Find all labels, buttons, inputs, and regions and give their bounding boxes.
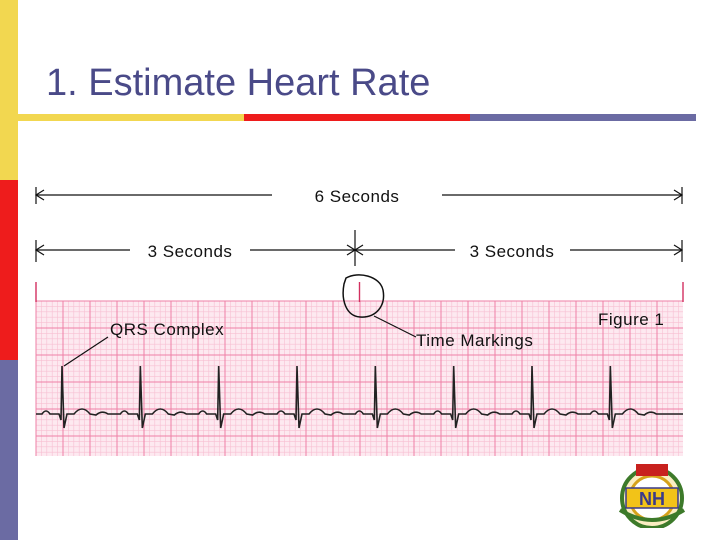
ecg-strip (35, 282, 684, 456)
figure-label: Figure 1 (598, 310, 664, 329)
three-seconds-left-label: 3 Seconds (148, 242, 233, 261)
logo-laurel (618, 508, 686, 522)
arrow-right-icon (673, 189, 684, 201)
six-seconds-dimension: 6 Seconds (34, 187, 684, 206)
arrow-right-icon (673, 244, 684, 256)
time-marking-circle (342, 274, 385, 318)
side-accent-blue (0, 360, 18, 540)
nh-logo: NH (618, 464, 686, 528)
ecg-time-markings (35, 282, 684, 302)
side-accent-yellow (0, 0, 18, 180)
logo-crest-band (636, 464, 668, 476)
title-rule-blue (470, 114, 696, 121)
qrs-pointer-line (63, 336, 109, 367)
slide-title: 1. Estimate Heart Rate (46, 62, 431, 104)
ecg-trace (36, 365, 683, 429)
three-seconds-right-label: 3 Seconds (470, 242, 555, 261)
three-seconds-dimension: 3 Seconds 3 Seconds (34, 230, 684, 266)
arrow-left-icon (34, 189, 45, 201)
logo-banner (625, 487, 679, 509)
time-markings-pointer-line (373, 315, 417, 338)
logo-text: NH (639, 489, 665, 509)
time-markings-label: Time Markings (416, 331, 533, 350)
arrow-left-icon (34, 244, 45, 256)
title-rule-yellow (18, 114, 244, 121)
six-seconds-label: 6 Seconds (315, 187, 400, 206)
qrs-complex-label: QRS Complex (110, 320, 224, 339)
title-rule-red (244, 114, 470, 121)
arrow-left-icon (353, 244, 364, 256)
side-accent-red (0, 180, 18, 360)
